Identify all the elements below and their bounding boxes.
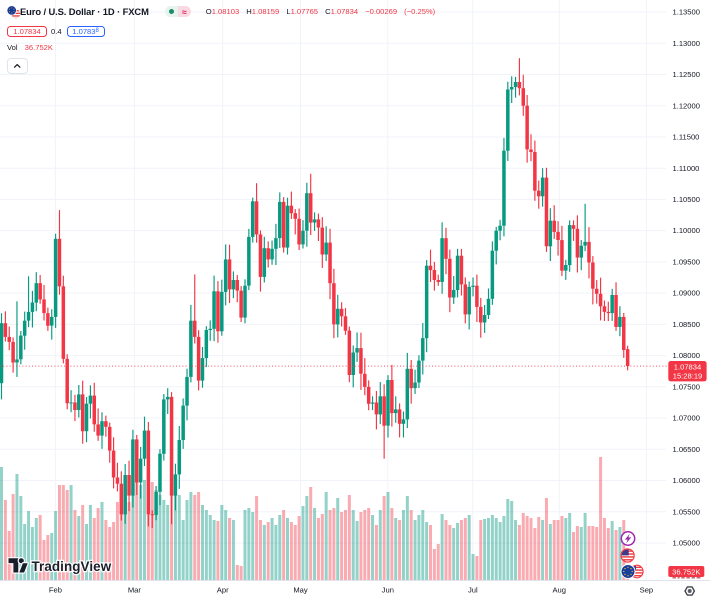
svg-text:36.752K: 36.752K — [672, 567, 700, 576]
svg-text:Jul: Jul — [468, 586, 478, 595]
svg-text:Feb: Feb — [49, 586, 62, 595]
svg-text:1.07000: 1.07000 — [673, 414, 700, 423]
svg-text:1.06500: 1.06500 — [673, 445, 700, 454]
svg-text:Sep: Sep — [640, 586, 654, 595]
svg-text:1.13000: 1.13000 — [673, 39, 700, 48]
svg-text:1.07500: 1.07500 — [673, 382, 700, 391]
svg-text:1.09500: 1.09500 — [673, 258, 700, 267]
svg-text:1.12500: 1.12500 — [673, 70, 700, 79]
svg-text:TradingView: TradingView — [32, 559, 112, 574]
svg-text:1.11000: 1.11000 — [673, 164, 700, 173]
svg-text:May: May — [293, 586, 308, 595]
svg-text:1.10500: 1.10500 — [673, 195, 700, 204]
svg-text:1.08500: 1.08500 — [673, 320, 700, 329]
svg-text:1.05500: 1.05500 — [673, 507, 700, 516]
svg-text:Mar: Mar — [128, 586, 142, 595]
svg-text:1.09000: 1.09000 — [673, 289, 700, 298]
svg-text:1.13500: 1.13500 — [673, 8, 700, 17]
svg-text:1.05000: 1.05000 — [673, 539, 700, 548]
svg-text:1.10000: 1.10000 — [673, 226, 700, 235]
svg-text:Aug: Aug — [552, 586, 566, 595]
svg-text:15:28:19: 15:28:19 — [673, 372, 703, 381]
svg-text:Apr: Apr — [217, 586, 229, 595]
svg-text:Jun: Jun — [382, 586, 394, 595]
svg-text:1.06000: 1.06000 — [673, 476, 700, 485]
svg-text:1.11500: 1.11500 — [673, 133, 700, 142]
svg-text:1.07834: 1.07834 — [674, 362, 701, 371]
svg-text:1.12000: 1.12000 — [673, 101, 700, 110]
svg-text:1.08000: 1.08000 — [673, 351, 700, 360]
